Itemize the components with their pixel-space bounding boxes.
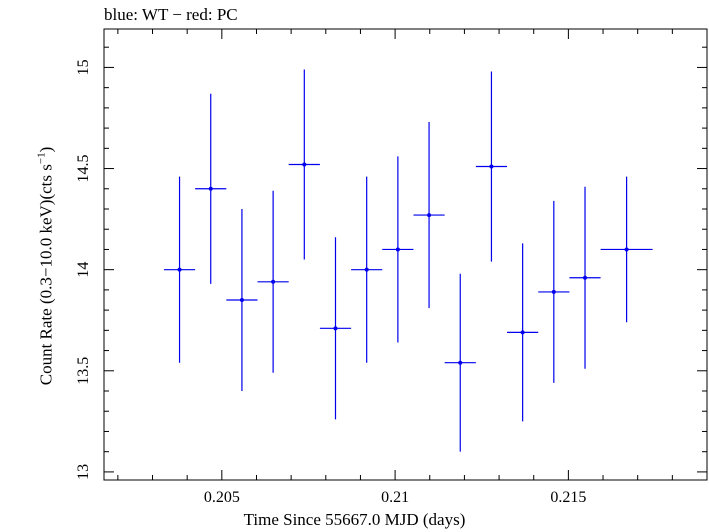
data-points [163,69,653,452]
data-point [395,247,400,252]
y-axis-label: Count Rate (0.3−10.0 keV)(cts s−1) [36,147,57,386]
data-point [427,213,432,218]
data-point [520,330,525,335]
data-point [583,275,588,280]
x-tick-label: 0.215 [550,489,586,506]
data-point [624,247,629,252]
data-point [177,267,182,272]
y-tick-label: 13.5 [75,357,92,385]
y-tick-label: 13 [75,464,92,480]
data-point [208,186,213,191]
tick-labels: 0.205 0.21 0.215 13 13.5 14 14.5 15 [75,59,586,506]
data-point [551,289,556,294]
data-point [302,162,307,167]
chart-title: blue: WT − red: PC [104,5,238,24]
data-point [271,279,276,284]
x-axis-label: Time Since 55667.0 MJD (days) [243,510,466,529]
y-tick-label: 14 [75,262,92,278]
x-tick-label: 0.21 [381,489,409,506]
y-axis-label-main: Count Rate (0.3−10.0 keV)(cts s [36,164,56,386]
data-point [489,164,494,169]
data-point [333,326,338,331]
y-tick-label: 14.5 [75,155,92,183]
x-tick-label: 0.205 [204,489,240,506]
plot-frame [103,28,708,481]
data-point [458,360,463,365]
data-point [239,298,244,303]
y-axis-label-exponent: −1 [35,152,48,165]
y-axis-label-end: ) [36,146,56,153]
data-point [364,267,369,272]
y-tick-label: 15 [75,59,92,75]
axis-ticks [104,29,708,480]
